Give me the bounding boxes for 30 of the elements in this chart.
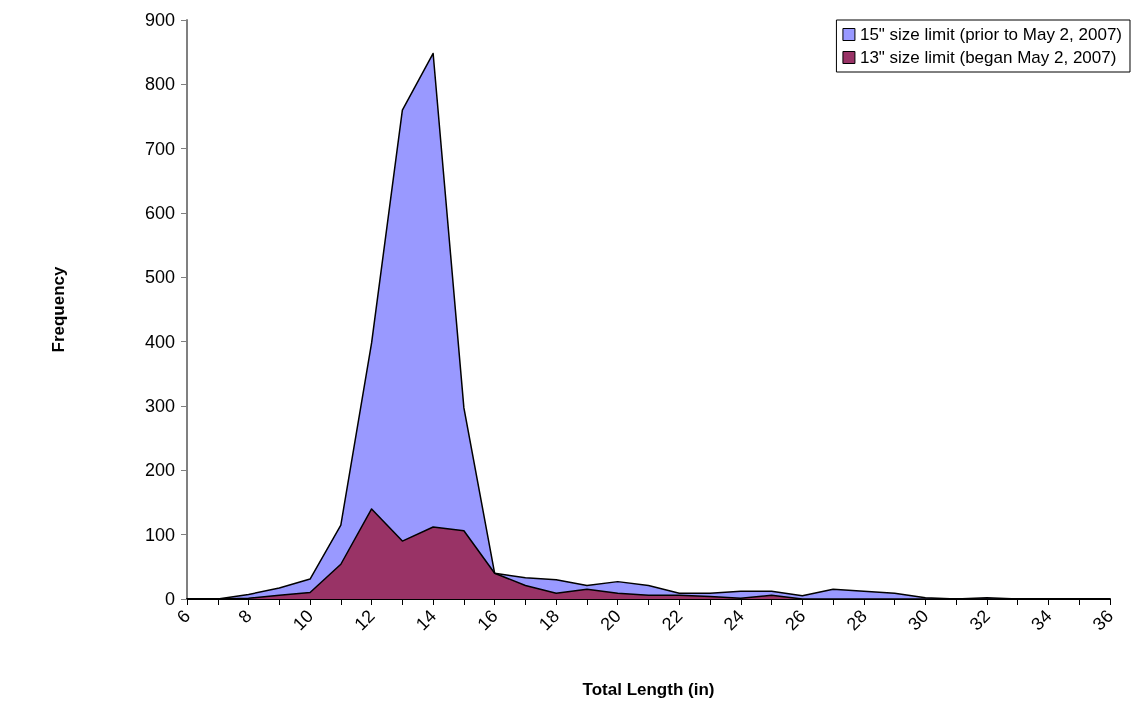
y-tick-label: 200 (144, 460, 175, 481)
y-tick-label: 0 (164, 589, 175, 609)
x-tick-label: 32 (965, 605, 994, 635)
y-tick-label: 400 (144, 331, 175, 352)
y-tick-label: 800 (144, 74, 175, 95)
x-tick-label: 12 (350, 605, 379, 635)
legend-label: 13" size limit (began May 2, 2007) (859, 48, 1117, 67)
x-tick-label: 16 (473, 605, 502, 635)
y-tick-label: 700 (144, 138, 175, 159)
y-tick-label: 100 (144, 524, 175, 545)
x-tick-label: 6 (172, 605, 195, 628)
y-tick-label: 300 (144, 396, 175, 416)
x-tick-label: 18 (534, 605, 564, 635)
x-tick-label: 26 (781, 605, 810, 635)
x-axis-title: Total Length (in) (582, 680, 715, 699)
x-tick-label: 28 (842, 605, 871, 635)
x-tick-label: 8 (234, 605, 256, 628)
y-tick-label: 500 (144, 267, 175, 288)
y-axis-title: Frequency (49, 265, 68, 353)
x-tick-label: 20 (596, 605, 625, 635)
x-tick-label: 14 (411, 605, 441, 635)
x-tick-label: 30 (904, 605, 933, 635)
x-tick-label: 10 (288, 605, 318, 635)
y-tick-label: 900 (144, 10, 175, 30)
x-tick-label: 34 (1027, 605, 1056, 635)
x-tick-label: 22 (658, 605, 687, 635)
legend-label: 15" size limit (prior to May 2, 2007) (859, 25, 1123, 44)
y-tick-label: 600 (144, 203, 175, 223)
x-tick-label: 24 (719, 605, 748, 635)
x-tick-label: 36 (1088, 605, 1118, 635)
